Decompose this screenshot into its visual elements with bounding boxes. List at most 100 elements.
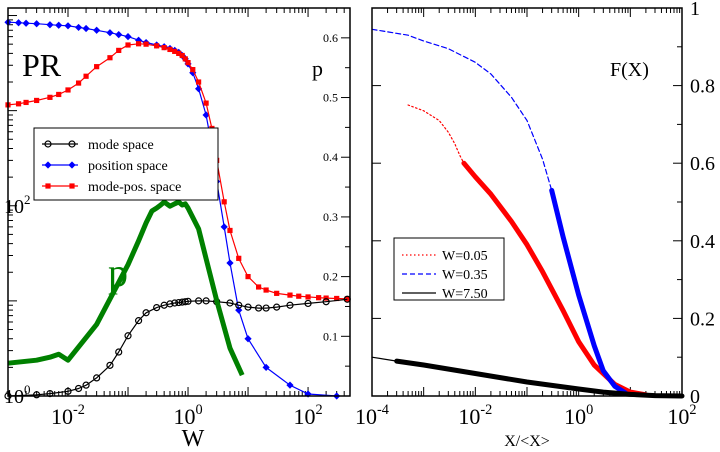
- data-point: [244, 303, 252, 311]
- left-plot-frame: [7, 7, 351, 397]
- legend-marker: [68, 140, 76, 148]
- data-point: [304, 390, 312, 398]
- data-point: [179, 52, 185, 59]
- left-y-tick-label: 102: [4, 192, 31, 218]
- data-point: [166, 300, 174, 308]
- data-point: [203, 100, 209, 106]
- left-x-tick-label: 100: [173, 402, 202, 429]
- data-point: [184, 297, 192, 305]
- data-point: [134, 317, 143, 325]
- pr-label: PR: [22, 47, 62, 83]
- series-line-mode-space: [7, 298, 348, 397]
- legend-label: mode-pos. space: [88, 180, 181, 195]
- legend-label: W=0.35: [442, 268, 488, 283]
- left-y-tick-label: 100: [4, 382, 31, 408]
- legend-marker: [69, 183, 75, 189]
- right-plot-frame: [371, 7, 683, 397]
- data-point: [235, 301, 243, 309]
- data-point: [33, 20, 41, 28]
- data-point: [175, 298, 183, 307]
- data-point: [344, 296, 350, 302]
- data-point: [287, 292, 293, 298]
- left-x-tick-label: 10-2: [51, 402, 85, 429]
- data-point: [182, 56, 188, 62]
- data-point: [190, 67, 196, 73]
- data-point: [226, 299, 234, 307]
- series-line-p: [7, 199, 245, 377]
- p-axis-tick-label: 0.1: [323, 329, 338, 343]
- data-point: [15, 101, 22, 107]
- data-point: [322, 298, 330, 306]
- data-point: [125, 42, 131, 48]
- series-line-w-0-35-dashed: [371, 28, 553, 191]
- data-point: [334, 295, 340, 302]
- legend-marker: [45, 183, 51, 189]
- data-point: [93, 26, 101, 34]
- data-point: [14, 19, 23, 27]
- data-point: [34, 97, 40, 104]
- p-axis-label: p: [312, 56, 323, 81]
- data-point: [273, 303, 281, 311]
- data-point: [195, 79, 202, 85]
- data-point: [82, 381, 90, 389]
- legend-label: mode space: [88, 138, 154, 153]
- right-y-tick-label: 1: [690, 0, 700, 20]
- data-point: [305, 294, 311, 300]
- data-point: [194, 297, 203, 305]
- right-legend: W=0.05 W=0.35 W=7.50: [393, 237, 505, 302]
- data-point: [245, 274, 251, 280]
- data-point: [181, 298, 189, 306]
- data-point: [115, 348, 123, 356]
- left-x-tick-label: 102: [293, 402, 322, 429]
- series-line-w-0-35-thick: [549, 187, 628, 396]
- series-line-w-0-05-dotted: [407, 104, 465, 164]
- data-point: [142, 309, 150, 317]
- right-legend-box: [393, 237, 505, 301]
- data-point: [226, 259, 234, 267]
- right-x-axis-label: X/<X>: [504, 433, 550, 450]
- data-point: [22, 19, 30, 27]
- p-axis-tick-label: 0.4: [323, 150, 338, 164]
- data-point: [154, 43, 160, 49]
- left-series: [4, 18, 351, 400]
- right-x-tick-label: 10-2: [458, 402, 492, 429]
- data-point: [286, 381, 294, 389]
- right-y-tick-label: 0.6: [690, 153, 715, 175]
- data-point: [286, 301, 294, 309]
- data-point: [244, 335, 252, 343]
- data-point: [56, 91, 62, 98]
- data-point: [176, 50, 182, 56]
- right-y-tick-label: 0.4: [690, 231, 715, 253]
- data-point: [33, 391, 41, 399]
- legend-label: W=0.05: [442, 249, 488, 264]
- data-point: [106, 29, 114, 37]
- right-y-tick-label: 0.2: [690, 308, 715, 330]
- p-axis-tick-label: 0.5: [323, 91, 338, 105]
- data-point: [263, 287, 269, 293]
- data-point: [262, 304, 270, 312]
- data-point: [55, 21, 63, 29]
- data-point: [74, 384, 83, 393]
- data-point: [227, 227, 233, 234]
- data-point: [106, 361, 114, 369]
- left-x-axis-label: W: [182, 426, 205, 452]
- data-point: [316, 295, 322, 301]
- right-y-tick-label: 0: [690, 386, 700, 408]
- data-point: [167, 46, 173, 53]
- left-legend: mode space position space mode-pos. space: [33, 127, 219, 201]
- legend-marker: [68, 161, 76, 169]
- data-point: [185, 60, 191, 66]
- data-point: [143, 41, 149, 47]
- right-x-tick-label: 102: [667, 402, 696, 429]
- data-point: [274, 290, 280, 296]
- series-line-w-7-50-thick: [394, 358, 685, 399]
- data-point: [256, 284, 262, 290]
- data-point: [46, 21, 54, 29]
- legend-label: W=7.50: [442, 287, 488, 302]
- right-x-tick-label: 100: [564, 402, 593, 429]
- data-point: [235, 306, 243, 314]
